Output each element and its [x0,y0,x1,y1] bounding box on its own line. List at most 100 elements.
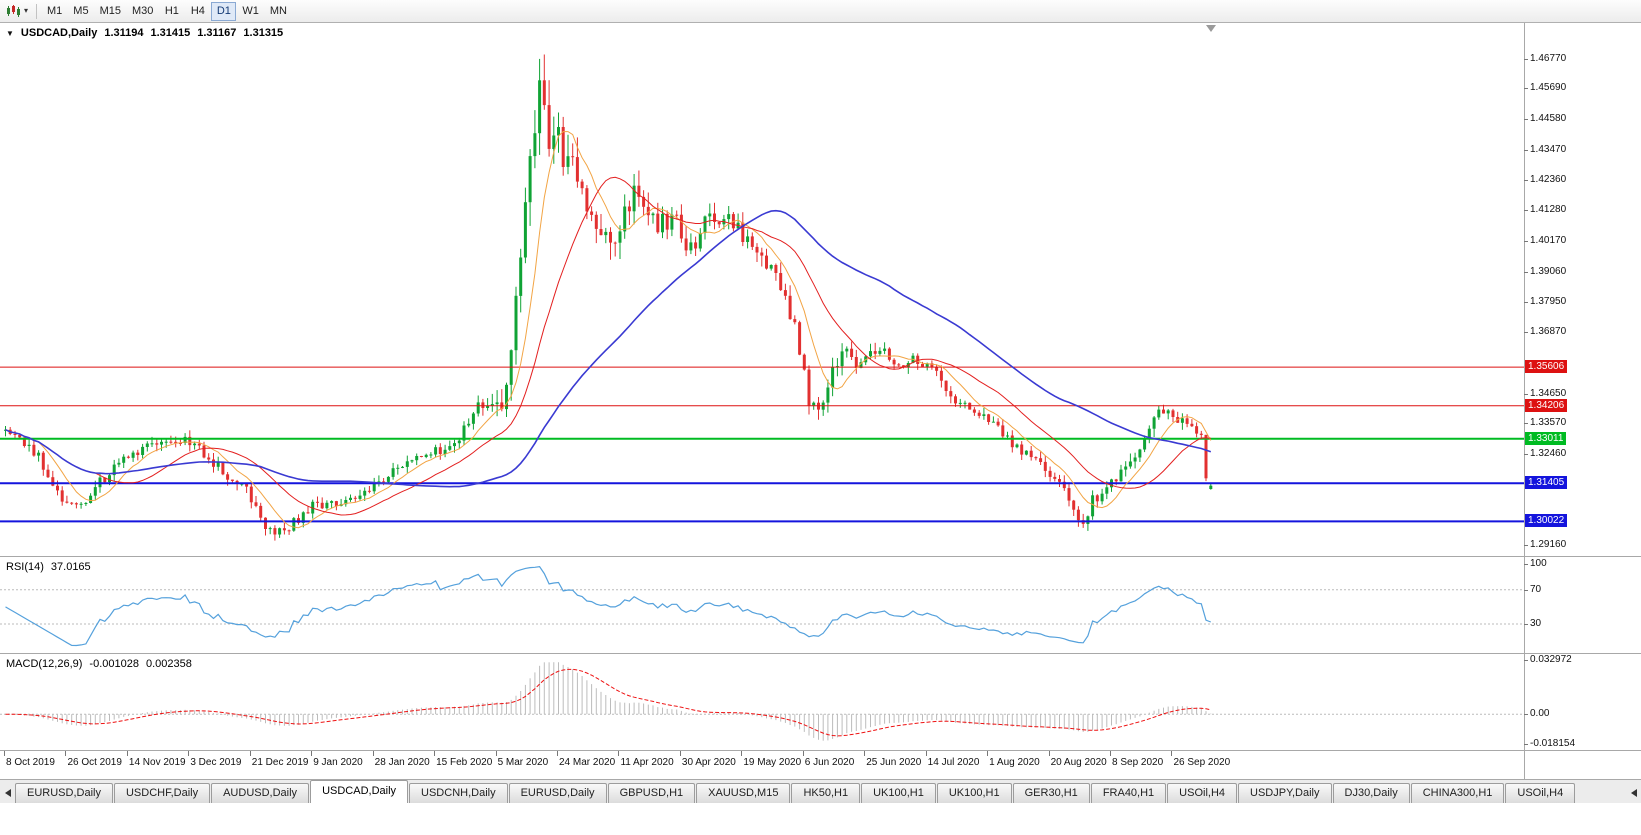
symbol-tab-eurusd-daily-5[interactable]: EURUSD,Daily [508,783,607,803]
price-axis-label: 1.45690 [1530,82,1567,94]
macd-axis-label: 0.032972 [1530,654,1572,665]
symbol-tab-gbpusd-h1-6[interactable]: GBPUSD,H1 [607,783,696,803]
time-axis-tick [741,751,743,756]
rsi-axis-tick [1524,564,1528,565]
chart-type-button[interactable]: ▾ [3,2,31,21]
symbol-tab-ger30-h1-11[interactable]: GER30,H1 [1012,783,1090,803]
main-chart-canvas[interactable] [0,23,1524,556]
level-price-badge-1.30022: 1.30022 [1525,514,1568,528]
time-axis-label: 28 Jan 2020 [374,757,430,768]
macd-main-value: -0.001028 [89,658,139,670]
time-axis-label: 8 Oct 2019 [6,757,55,768]
price-axis-label: 1.33570 [1530,417,1567,429]
toolbar-separator [36,3,38,19]
macd-indicator-canvas[interactable] [0,654,1524,750]
panel-separator[interactable] [0,556,1641,557]
rsi-axis-tick [1524,623,1528,625]
price-axis-tick [1524,332,1528,334]
time-axis-tick [618,751,620,756]
symbol-tab-usdcnh-daily-4[interactable]: USDCNH,Daily [409,783,508,803]
macd-signal-value: 0.002358 [145,658,192,670]
timeframe-button-w1[interactable]: W1 [242,5,259,17]
time-axis-tick [188,751,190,756]
rsi-line [5,566,1212,647]
price-axis-tick [1524,240,1528,242]
time-axis-tick [126,751,128,756]
tab-scroll-left-icon[interactable] [0,783,15,803]
symbol-tab-usdcad-daily-3[interactable]: USDCAD,Daily [310,780,409,803]
symbol-tab-dj30-daily-15[interactable]: DJ30,Daily [1332,783,1410,803]
symbol-tab-china300-h1-16[interactable]: CHINA300,H1 [1410,783,1505,803]
symbol-tab-hk50-h1-8[interactable]: HK50,H1 [791,783,861,803]
level-price-badge-1.34206: 1.34206 [1525,398,1568,412]
timeframe-button-m5[interactable]: M5 [73,5,89,17]
symbol-tab-uk100-h1-10[interactable]: UK100,H1 [936,783,1012,803]
timeframe-button-mn[interactable]: MN [269,5,287,17]
price-axis-label: 1.46770 [1530,52,1567,64]
time-axis-label: 11 Apr 2020 [620,757,674,768]
macd-histogram [9,662,1212,741]
timeframe-button-m30[interactable]: M30 [131,5,154,17]
timeframe-button-m15[interactable]: M15 [99,5,121,17]
triangle-down-icon: ▼ [6,28,14,38]
level-price-badge-1.31405: 1.31405 [1525,476,1568,490]
time-axis-label: 14 Jul 2020 [927,757,980,768]
ma-mid-line [5,176,1211,516]
timeframe-button-h4[interactable]: H4 [190,5,205,17]
price-axis-label: 1.41280 [1530,204,1567,216]
price-axis-tick [1524,88,1528,90]
candlesticks [4,54,1213,541]
rsi-axis-tick [1524,589,1528,591]
timeframe-button-d1[interactable]: D1 [211,1,237,21]
price-axis-label: 1.29160 [1530,539,1567,551]
price-axis-tick [1524,393,1528,395]
symbol-tab-fra40-h1-12[interactable]: FRA40,H1 [1090,783,1167,803]
rsi-indicator-canvas[interactable] [0,557,1524,653]
macd-axis-tick [1524,714,1528,716]
time-axis-label: 30 Apr 2020 [681,757,736,768]
price-axis-tick [1524,58,1528,60]
time-axis-label: 21 Dec 2019 [251,757,309,768]
rsi-axis-label: 30 [1530,617,1542,629]
time-axis-tick [1048,751,1050,756]
time-axis-label: 3 Dec 2019 [190,757,242,768]
price-axis-label: 1.40170 [1530,234,1567,246]
timeframe-button-m1[interactable]: M1 [47,5,63,17]
symbol-tab-usdjpy-daily-14[interactable]: USDJPY,Daily [1238,783,1332,803]
price-axis-tick [1524,180,1528,182]
price-axis-label: 1.42360 [1530,174,1567,186]
time-axis-tick [495,751,497,756]
time-axis-tick [925,751,927,756]
price-axis-tick [1524,423,1528,425]
time-axis-tick [434,751,436,756]
symbol-tab-audusd-daily-2[interactable]: AUDUSD,Daily [211,783,310,803]
time-axis-tick [65,751,67,756]
symbol-tab-usoil-h4-13[interactable]: USOil,H4 [1167,783,1238,803]
time-axis-tick [372,751,374,756]
symbol-tab-usoil-h4-17[interactable]: USOil,H4 [1505,783,1576,803]
time-axis-label: 5 Mar 2020 [497,757,549,768]
macd-axis-label: -0.018154 [1530,738,1576,749]
level-price-badge-1.35606: 1.35606 [1525,360,1568,374]
rsi-axis-label: 70 [1530,583,1542,595]
chevron-down-icon: ▾ [24,6,29,15]
time-axis-label: 20 Aug 2020 [1050,757,1107,768]
time-axis-tick [311,751,313,756]
price-axis-tick [1524,271,1528,273]
time-axis-label: 15 Feb 2020 [436,757,493,768]
panel-separator[interactable] [0,653,1641,654]
symbol-tab-eurusd-daily-0[interactable]: EURUSD,Daily [15,783,113,803]
chart-shift-marker-icon [1206,25,1216,32]
symbol-tab-uk100-h1-9[interactable]: UK100,H1 [861,783,936,803]
time-axis-tick [1171,751,1173,756]
time-axis-label: 26 Sep 2020 [1173,757,1231,768]
symbol-tab-usdchf-daily-1[interactable]: USDCHF,Daily [113,783,211,803]
price-axis-tick [1524,302,1528,304]
tab-scroll-right-icon[interactable] [1626,783,1641,803]
time-axis-tick [249,751,251,756]
ohlc-low-value: 1.31167 [197,27,237,39]
timeframe-button-h1[interactable]: H1 [164,5,179,17]
price-axis-tick [1524,454,1528,455]
symbol-tab-xauusd-m15-7[interactable]: XAUUSD,M15 [696,783,791,803]
